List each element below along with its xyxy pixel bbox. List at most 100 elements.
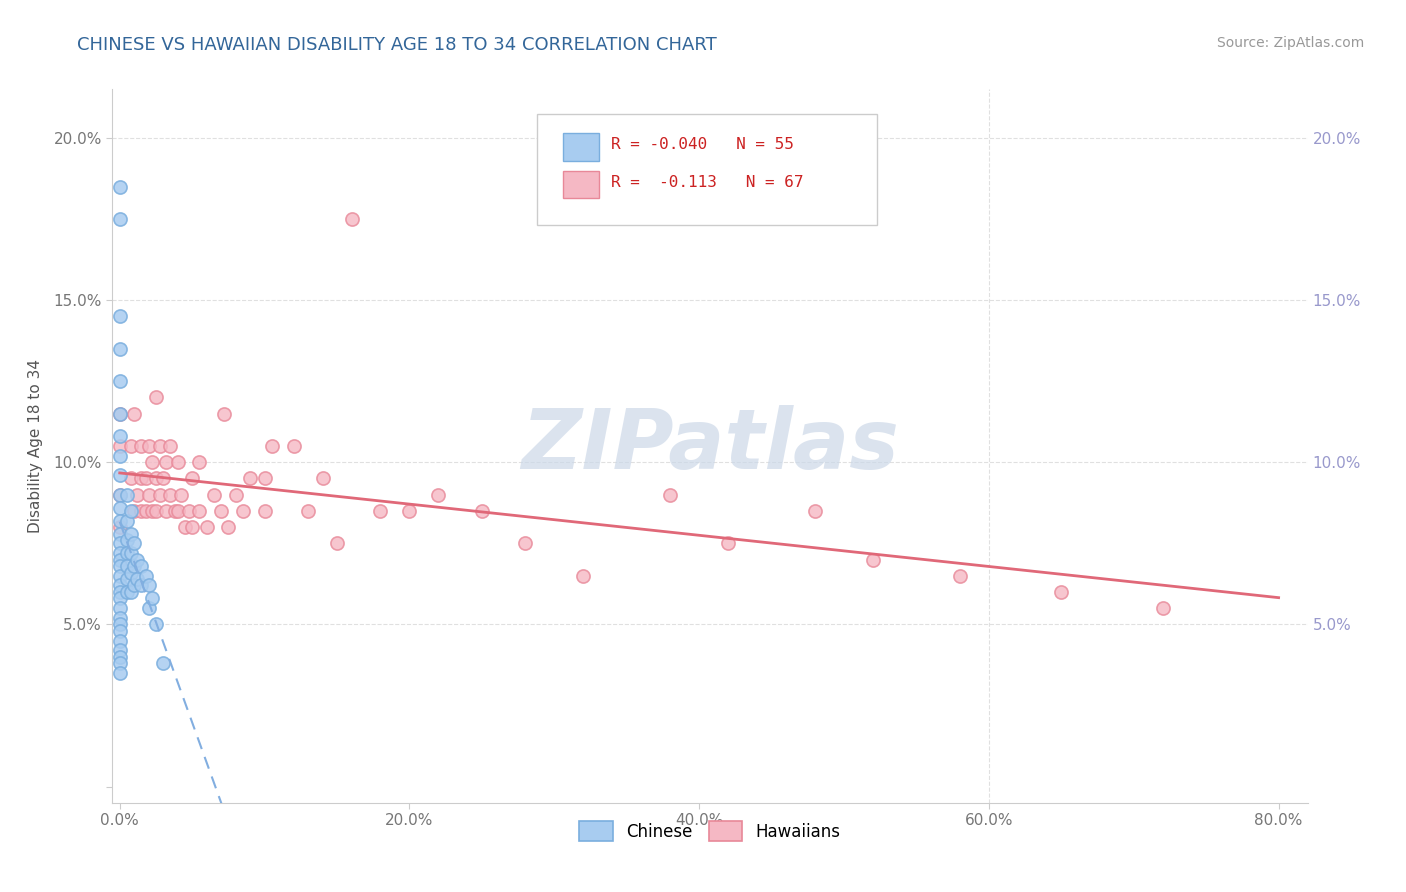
Point [370,504,392,518]
Point [141,504,163,518]
Point [108,559,131,574]
Text: Source: ZipAtlas.com: Source: ZipAtlas.com [1216,36,1364,50]
Point [108,666,131,681]
Point [115,572,138,586]
FancyBboxPatch shape [562,171,599,198]
Legend: Chinese, Hawaiians: Chinese, Hawaiians [572,814,848,848]
Point [1050,585,1073,599]
Point [108,407,131,421]
Point [659,488,682,502]
Point [427,488,450,502]
Point [135,568,157,582]
Point [260,439,283,453]
Point [202,488,225,502]
Point [108,585,131,599]
Point [122,536,145,550]
Point [179,504,201,518]
Point [138,488,160,502]
Point [152,471,174,485]
Point [1152,601,1174,615]
Point [108,657,131,671]
Point [108,601,131,615]
Point [108,649,131,664]
Point [326,536,349,550]
Point [169,488,191,502]
Point [108,546,131,560]
Point [145,471,167,485]
Point [471,504,494,518]
Point [135,471,157,485]
Point [141,591,163,606]
Point [127,572,149,586]
Point [131,559,153,574]
Point [131,471,153,485]
Point [398,504,420,518]
Point [340,211,363,226]
Text: ZIPatlas: ZIPatlas [522,406,898,486]
Point [108,617,131,632]
Point [108,179,131,194]
Point [195,520,218,534]
Point [115,559,138,574]
Point [515,536,537,550]
Point [108,449,131,463]
Point [174,520,197,534]
Text: R =  -0.113   N = 67: R = -0.113 N = 67 [610,175,803,190]
FancyBboxPatch shape [562,134,599,161]
Point [108,488,131,502]
Point [239,471,262,485]
Point [115,514,138,528]
Point [862,552,884,566]
Point [120,546,142,560]
Point [131,439,153,453]
Point [159,488,181,502]
Point [108,536,131,550]
Point [253,471,276,485]
Text: R = -0.040   N = 55: R = -0.040 N = 55 [610,137,794,153]
Point [181,471,204,485]
Point [108,520,131,534]
Point [120,585,142,599]
Point [138,578,160,592]
Point [131,578,153,592]
Point [152,657,174,671]
Point [253,504,276,518]
Point [166,504,188,518]
Point [108,407,131,421]
FancyBboxPatch shape [537,114,877,225]
Point [108,591,131,606]
Point [138,601,160,615]
Point [108,578,131,592]
Point [108,310,131,324]
Point [122,504,145,518]
Point [311,471,333,485]
Point [149,488,172,502]
Point [209,504,232,518]
Point [232,504,254,518]
Point [149,439,172,453]
Point [717,536,740,550]
Point [283,439,305,453]
Point [108,439,131,453]
Point [120,504,142,518]
Point [108,643,131,657]
Point [115,488,138,502]
Point [108,342,131,356]
Point [122,407,145,421]
Point [166,455,188,469]
Point [108,624,131,638]
Point [108,568,131,582]
Point [131,504,153,518]
Point [572,568,595,582]
Point [108,468,131,483]
Point [127,488,149,502]
Point [155,455,177,469]
Point [188,455,211,469]
Point [297,504,319,518]
Point [188,504,211,518]
Point [120,471,142,485]
Point [159,439,181,453]
Point [155,504,177,518]
Point [115,585,138,599]
Point [108,500,131,515]
